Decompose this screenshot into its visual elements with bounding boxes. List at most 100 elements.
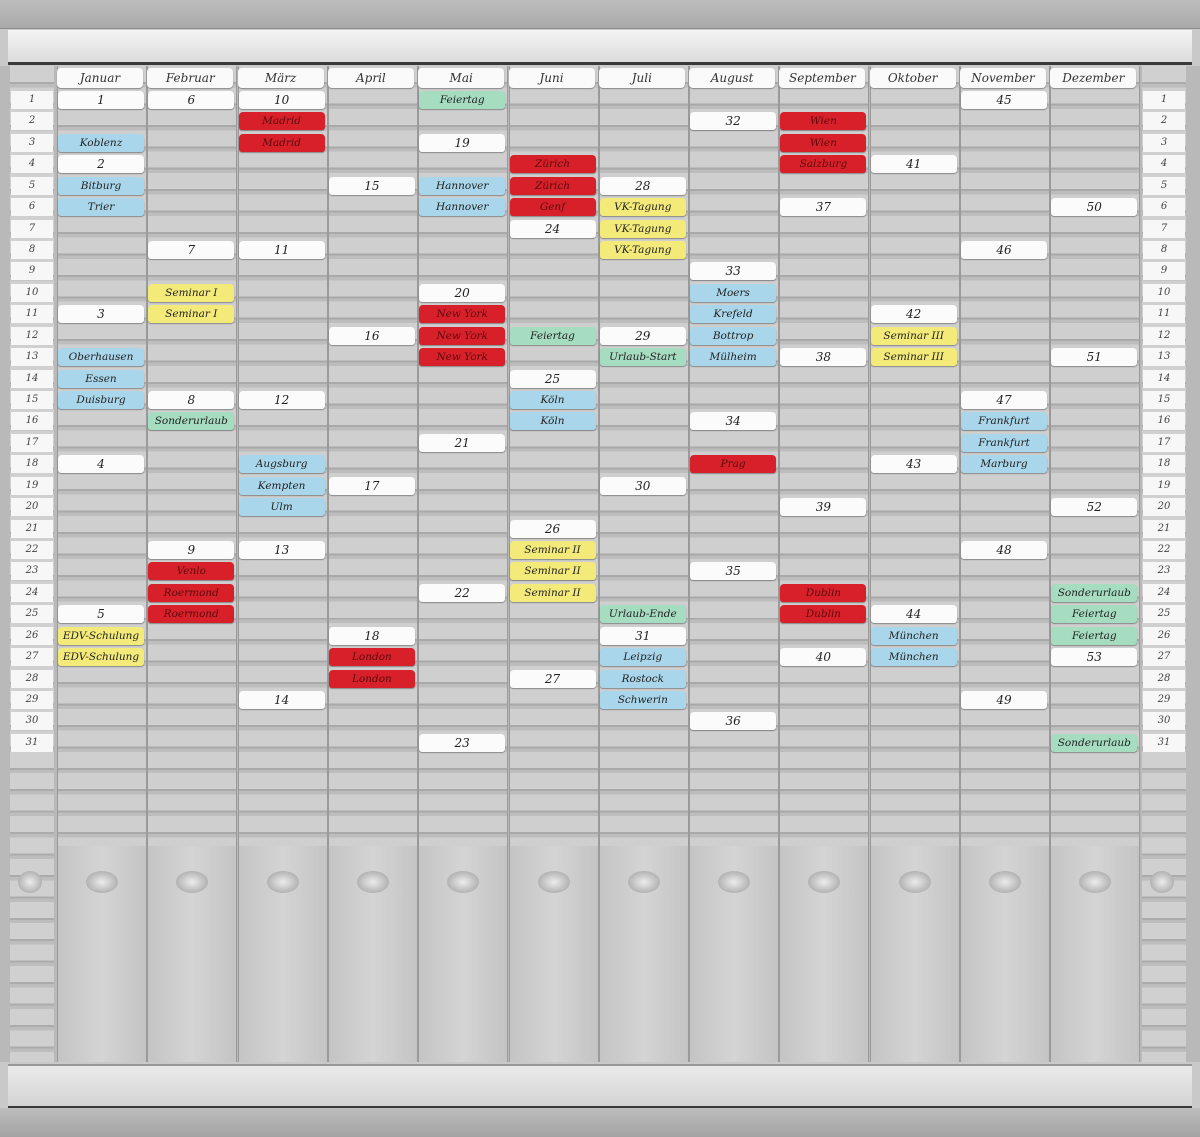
- t-card[interactable]: London: [328, 648, 415, 667]
- week-number-card[interactable]: 2: [58, 155, 144, 174]
- week-number-card[interactable]: 29: [599, 326, 686, 345]
- t-card[interactable]: Duisburg: [58, 391, 144, 410]
- t-card[interactable]: Moers: [690, 283, 777, 302]
- t-card[interactable]: Schwerin: [599, 691, 686, 710]
- t-card[interactable]: Marburg: [961, 455, 1047, 474]
- t-card[interactable]: EDV-Schulung: [58, 648, 144, 667]
- t-card[interactable]: München: [870, 648, 957, 667]
- t-card[interactable]: Venlo: [148, 562, 235, 581]
- week-number-card[interactable]: 48: [961, 541, 1047, 560]
- week-number-card[interactable]: 11: [238, 241, 325, 259]
- column-release-knob[interactable]: [898, 871, 931, 893]
- week-number-card[interactable]: 3: [58, 305, 144, 324]
- t-card[interactable]: München: [870, 626, 957, 645]
- t-card[interactable]: Zürich: [509, 155, 596, 174]
- t-card[interactable]: Seminar II: [509, 541, 596, 560]
- week-number-card[interactable]: 37: [780, 198, 867, 217]
- week-number-card[interactable]: 22: [419, 583, 506, 602]
- column-release-knob[interactable]: [808, 871, 841, 893]
- week-number-card[interactable]: 7: [148, 241, 235, 259]
- week-number-card[interactable]: 19: [419, 133, 506, 152]
- t-card[interactable]: Sonderurlaub: [1051, 583, 1138, 602]
- t-card[interactable]: Seminar III: [870, 326, 957, 345]
- week-number-card[interactable]: 39: [780, 498, 867, 517]
- week-number-card[interactable]: 45: [961, 91, 1047, 109]
- t-card[interactable]: Rostock: [599, 669, 686, 688]
- week-number-card[interactable]: 40: [780, 648, 867, 667]
- week-number-card[interactable]: 8: [148, 391, 235, 410]
- t-card[interactable]: Köln: [509, 412, 596, 431]
- t-card[interactable]: Roermond: [148, 583, 235, 602]
- t-card[interactable]: Ulm: [238, 498, 325, 517]
- week-number-card[interactable]: 52: [1051, 498, 1138, 517]
- column-release-knob[interactable]: [627, 871, 660, 893]
- week-number-card[interactable]: 14: [238, 691, 325, 710]
- t-card[interactable]: Koblenz: [58, 133, 144, 152]
- week-number-card[interactable]: 42: [870, 305, 957, 324]
- t-card[interactable]: Genf: [509, 198, 596, 217]
- t-card[interactable]: Seminar II: [509, 583, 596, 602]
- week-number-card[interactable]: 32: [690, 112, 777, 131]
- column-release-knob[interactable]: [537, 871, 570, 893]
- t-card[interactable]: London: [328, 669, 415, 688]
- week-number-card[interactable]: 27: [509, 669, 596, 688]
- t-card[interactable]: Urlaub-Start: [599, 348, 686, 367]
- week-number-card[interactable]: 18: [328, 626, 415, 645]
- t-card[interactable]: Feiertag: [509, 326, 596, 345]
- column-release-knob[interactable]: [1079, 871, 1112, 893]
- column-release-knob[interactable]: [86, 871, 118, 893]
- column-release-knob[interactable]: [176, 871, 209, 893]
- column-release-knob[interactable]: [989, 871, 1021, 893]
- t-card[interactable]: Dublin: [780, 583, 867, 602]
- t-card[interactable]: Bitburg: [58, 176, 144, 195]
- t-card[interactable]: Wien: [780, 133, 867, 152]
- t-card[interactable]: VK-Tagung: [599, 241, 686, 259]
- week-number-card[interactable]: 20: [419, 283, 506, 302]
- column-release-knob[interactable]: [447, 871, 480, 893]
- t-card[interactable]: Frankfurt: [961, 433, 1047, 452]
- week-number-card[interactable]: 12: [238, 391, 325, 410]
- week-number-card[interactable]: 38: [780, 348, 867, 367]
- t-card[interactable]: Hannover: [419, 198, 506, 217]
- week-number-card[interactable]: 31: [599, 626, 686, 645]
- week-number-card[interactable]: 30: [599, 476, 686, 495]
- week-number-card[interactable]: 13: [238, 541, 325, 560]
- t-card[interactable]: Salzburg: [780, 155, 867, 174]
- t-card[interactable]: New York: [419, 326, 506, 345]
- t-card[interactable]: Prag: [690, 455, 777, 474]
- week-number-card[interactable]: 23: [419, 733, 506, 752]
- week-number-card[interactable]: 41: [870, 155, 957, 174]
- week-number-card[interactable]: 36: [690, 712, 777, 731]
- t-card[interactable]: Madrid: [238, 133, 325, 152]
- week-number-card[interactable]: 15: [328, 176, 415, 195]
- week-number-card[interactable]: 53: [1051, 648, 1138, 667]
- week-number-card[interactable]: 9: [148, 541, 235, 560]
- week-number-card[interactable]: 26: [509, 519, 596, 538]
- week-number-card[interactable]: 49: [961, 691, 1047, 710]
- week-number-card[interactable]: 25: [509, 369, 596, 388]
- week-number-card[interactable]: 5: [58, 605, 144, 624]
- week-number-card[interactable]: 21: [419, 433, 506, 452]
- t-card[interactable]: Seminar II: [509, 562, 596, 581]
- week-number-card[interactable]: 28: [599, 176, 686, 195]
- week-number-card[interactable]: 46: [961, 241, 1047, 259]
- week-number-card[interactable]: 10: [238, 91, 325, 109]
- column-release-knob[interactable]: [356, 871, 389, 893]
- week-number-card[interactable]: 47: [961, 391, 1047, 410]
- t-card[interactable]: Feiertag: [1051, 605, 1138, 624]
- week-number-card[interactable]: 43: [870, 455, 957, 474]
- t-card[interactable]: Zürich: [509, 176, 596, 195]
- t-card[interactable]: Dublin: [780, 605, 867, 624]
- column-release-knob[interactable]: [718, 871, 751, 893]
- t-card[interactable]: VK-Tagung: [599, 198, 686, 217]
- t-card[interactable]: Augsburg: [238, 455, 325, 474]
- t-card[interactable]: VK-Tagung: [599, 219, 686, 238]
- t-card[interactable]: Essen: [58, 369, 144, 388]
- week-number-card[interactable]: 35: [690, 562, 777, 581]
- t-card[interactable]: New York: [419, 305, 506, 324]
- t-card[interactable]: Seminar I: [148, 305, 235, 324]
- t-card[interactable]: Seminar III: [870, 348, 957, 367]
- t-card[interactable]: Kempten: [238, 476, 325, 495]
- week-number-card[interactable]: 4: [58, 455, 144, 474]
- t-card[interactable]: Feiertag: [1051, 626, 1138, 645]
